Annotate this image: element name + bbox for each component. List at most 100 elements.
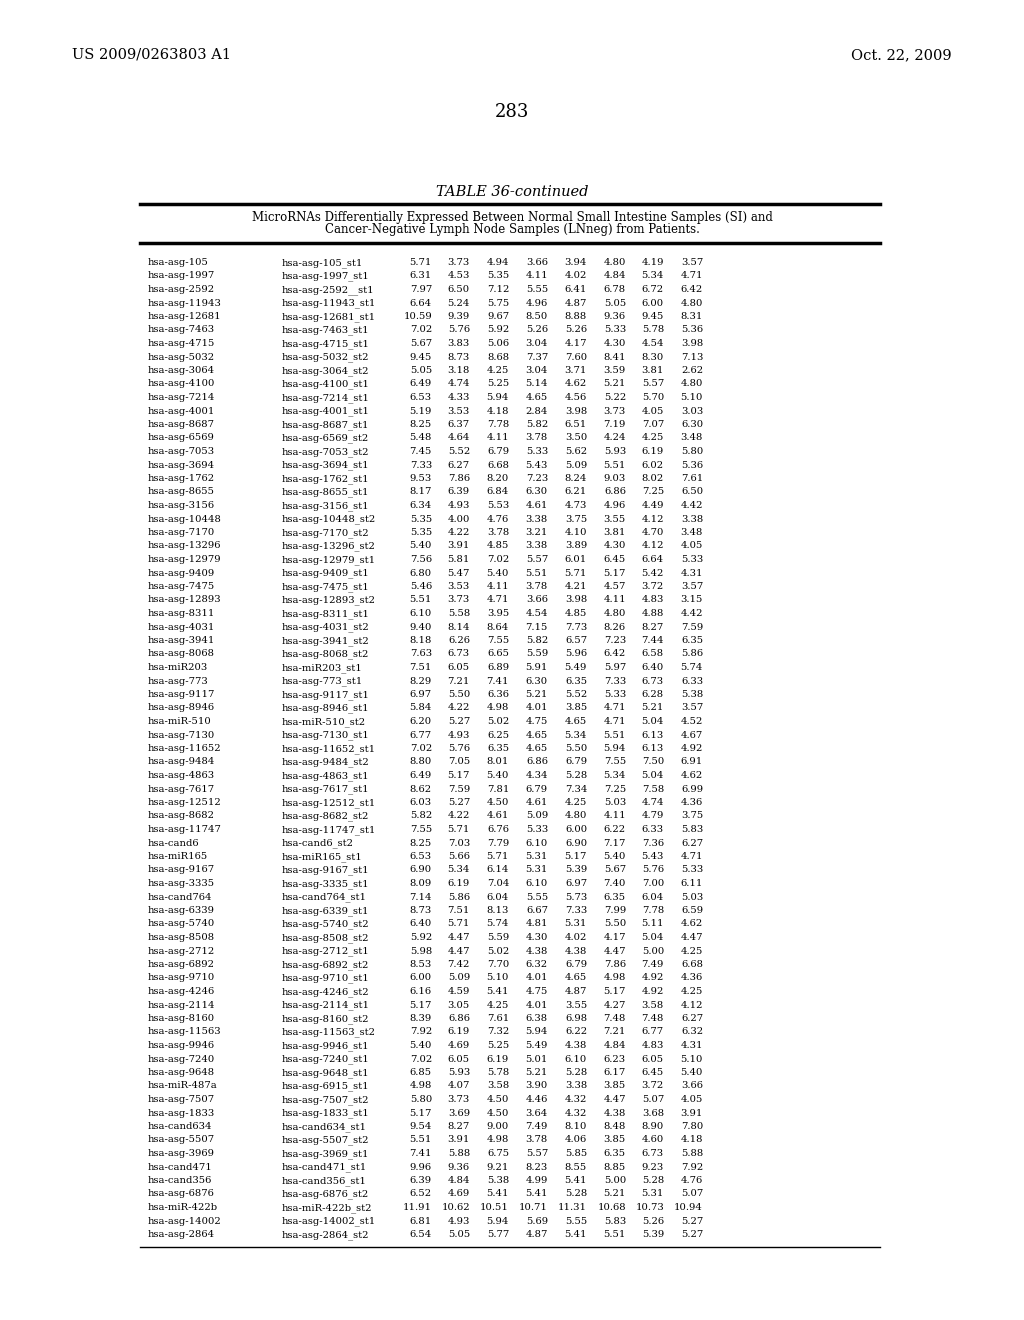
Text: 5.49: 5.49	[564, 663, 587, 672]
Text: 6.21: 6.21	[565, 487, 587, 496]
Text: hsa-miR-422b: hsa-miR-422b	[148, 1203, 218, 1212]
Text: 6.51: 6.51	[565, 420, 587, 429]
Text: hsa-asg-105_st1: hsa-asg-105_st1	[282, 257, 364, 268]
Text: 5.03: 5.03	[681, 892, 703, 902]
Text: hsa-cand6: hsa-cand6	[148, 838, 200, 847]
Text: 3.85: 3.85	[565, 704, 587, 713]
Text: 5.88: 5.88	[447, 1148, 470, 1158]
Text: 3.18: 3.18	[447, 366, 470, 375]
Text: 10.59: 10.59	[403, 312, 432, 321]
Text: 4.69: 4.69	[447, 1189, 470, 1199]
Text: hsa-asg-4715: hsa-asg-4715	[148, 339, 215, 348]
Text: 7.23: 7.23	[604, 636, 626, 645]
Text: 3.55: 3.55	[565, 1001, 587, 1010]
Text: 10.73: 10.73	[635, 1203, 664, 1212]
Text: 5.76: 5.76	[642, 866, 664, 874]
Text: hsa-asg-1833: hsa-asg-1833	[148, 1109, 215, 1118]
Text: 3.55: 3.55	[604, 515, 626, 524]
Text: 6.27: 6.27	[681, 838, 703, 847]
Text: 5.39: 5.39	[565, 866, 587, 874]
Text: 5.57: 5.57	[525, 1148, 548, 1158]
Text: 4.98: 4.98	[486, 1135, 509, 1144]
Text: 4.87: 4.87	[525, 1230, 548, 1239]
Text: 5.94: 5.94	[486, 1217, 509, 1225]
Text: 5.17: 5.17	[410, 1001, 432, 1010]
Text: 5.25: 5.25	[486, 380, 509, 388]
Text: 7.49: 7.49	[642, 960, 664, 969]
Text: 5.49: 5.49	[525, 1041, 548, 1049]
Text: 5.94: 5.94	[603, 744, 626, 752]
Text: 8.53: 8.53	[410, 960, 432, 969]
Text: 5.85: 5.85	[565, 1148, 587, 1158]
Text: 5.14: 5.14	[525, 380, 548, 388]
Text: 6.42: 6.42	[681, 285, 703, 294]
Text: 7.40: 7.40	[603, 879, 626, 888]
Text: 3.58: 3.58	[486, 1081, 509, 1090]
Text: hsa-asg-4246_st2: hsa-asg-4246_st2	[282, 987, 370, 997]
Text: 7.70: 7.70	[486, 960, 509, 969]
Text: 6.05: 6.05	[642, 1055, 664, 1064]
Text: hsa-asg-11747_st1: hsa-asg-11747_st1	[282, 825, 377, 834]
Text: 5.42: 5.42	[642, 569, 664, 578]
Text: 5.27: 5.27	[681, 1230, 703, 1239]
Text: 5.91: 5.91	[525, 663, 548, 672]
Text: 6.78: 6.78	[604, 285, 626, 294]
Text: 5.70: 5.70	[642, 393, 664, 403]
Text: 4.25: 4.25	[681, 987, 703, 997]
Text: 3.64: 3.64	[525, 1109, 548, 1118]
Text: hsa-asg-7475_st1: hsa-asg-7475_st1	[282, 582, 370, 591]
Text: 5.93: 5.93	[604, 447, 626, 455]
Text: 7.56: 7.56	[410, 554, 432, 564]
Text: 9.39: 9.39	[447, 312, 470, 321]
Text: 3.83: 3.83	[447, 339, 470, 348]
Text: hsa-miR165_st1: hsa-miR165_st1	[282, 851, 362, 862]
Text: 5.10: 5.10	[486, 974, 509, 982]
Text: hsa-asg-11563_st2: hsa-asg-11563_st2	[282, 1027, 376, 1038]
Text: 5.47: 5.47	[447, 569, 470, 578]
Text: 6.53: 6.53	[410, 851, 432, 861]
Text: 5.17: 5.17	[564, 851, 587, 861]
Text: 4.47: 4.47	[603, 1096, 626, 1104]
Text: hsa-asg-8311: hsa-asg-8311	[148, 609, 215, 618]
Text: 4.25: 4.25	[681, 946, 703, 956]
Text: hsa-asg-3156: hsa-asg-3156	[148, 502, 215, 510]
Text: 3.89: 3.89	[565, 541, 587, 550]
Text: 4.62: 4.62	[681, 920, 703, 928]
Text: 4.75: 4.75	[525, 987, 548, 997]
Text: 3.85: 3.85	[604, 1081, 626, 1090]
Text: 7.19: 7.19	[603, 420, 626, 429]
Text: hsa-asg-9409: hsa-asg-9409	[148, 569, 215, 578]
Text: 6.98: 6.98	[565, 1014, 587, 1023]
Text: hsa-asg-12681_st1: hsa-asg-12681_st1	[282, 312, 376, 322]
Text: 4.06: 4.06	[565, 1135, 587, 1144]
Text: hsa-asg-11652: hsa-asg-11652	[148, 744, 221, 752]
Text: hsa-asg-6915_st1: hsa-asg-6915_st1	[282, 1081, 370, 1092]
Text: hsa-asg-7240_st1: hsa-asg-7240_st1	[282, 1055, 370, 1064]
Text: 3.73: 3.73	[447, 595, 470, 605]
Text: 5.50: 5.50	[604, 920, 626, 928]
Text: 7.44: 7.44	[641, 636, 664, 645]
Text: hsa-asg-12893_st2: hsa-asg-12893_st2	[282, 595, 376, 605]
Text: 5.21: 5.21	[603, 380, 626, 388]
Text: 4.01: 4.01	[525, 1001, 548, 1010]
Text: 6.49: 6.49	[410, 380, 432, 388]
Text: 5.82: 5.82	[410, 812, 432, 821]
Text: hsa-asg-5507_st2: hsa-asg-5507_st2	[282, 1135, 370, 1146]
Text: 4.69: 4.69	[447, 1041, 470, 1049]
Text: hsa-asg-12512: hsa-asg-12512	[148, 799, 222, 807]
Text: 5.06: 5.06	[486, 339, 509, 348]
Text: 4.27: 4.27	[603, 1001, 626, 1010]
Text: hsa-asg-8655_st1: hsa-asg-8655_st1	[282, 487, 370, 498]
Text: 7.59: 7.59	[681, 623, 703, 631]
Text: 6.59: 6.59	[681, 906, 703, 915]
Text: 6.97: 6.97	[565, 879, 587, 888]
Text: 6.85: 6.85	[410, 1068, 432, 1077]
Text: 9.23: 9.23	[642, 1163, 664, 1172]
Text: 3.98: 3.98	[565, 595, 587, 605]
Text: 6.50: 6.50	[681, 487, 703, 496]
Text: 6.13: 6.13	[642, 730, 664, 739]
Text: 5.04: 5.04	[642, 933, 664, 942]
Text: 3.48: 3.48	[681, 433, 703, 442]
Text: 5.51: 5.51	[525, 569, 548, 578]
Text: hsa-asg-9117: hsa-asg-9117	[148, 690, 215, 700]
